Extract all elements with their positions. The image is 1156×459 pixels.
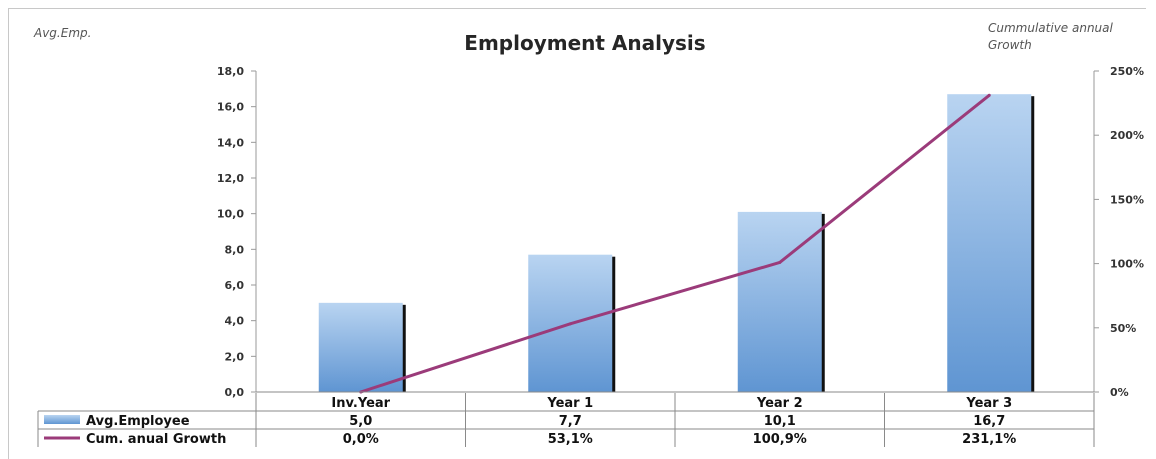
- right-tick-label: 0%: [1110, 386, 1129, 399]
- right-axis-title-line1: Cummulative annual: [988, 21, 1114, 35]
- left-tick-label: 6,0: [225, 279, 245, 292]
- category-label: Year 1: [546, 396, 593, 411]
- table-cell-cum-growth: 100,9%: [753, 432, 807, 447]
- bar-avg-employee: [947, 94, 1032, 392]
- left-tick-label: 14,0: [217, 136, 244, 149]
- left-tick-label: 12,0: [217, 172, 244, 185]
- data-table: Inv.Year Year 1 Year 2 Year 3 Avg.Employee 5,…: [37, 393, 1095, 447]
- left-tick-label: 4,0: [225, 315, 245, 328]
- plot-area: 0,0 2,0 4,0 6,0 8,0 10,0 12,0 14,0 16,0 18,0 0% 50%…: [217, 65, 1144, 399]
- right-tick-label: 150%: [1110, 193, 1144, 206]
- chart-frame: [8, 8, 1146, 459]
- chart-title: Employment Analysis: [464, 31, 705, 55]
- table-cell-cum-growth: 231,1%: [962, 432, 1016, 447]
- table-cell-cum-growth: 53,1%: [548, 432, 593, 447]
- left-tick-label: 0,0: [225, 386, 245, 399]
- table-cell-avg-employee: 10,1: [764, 414, 796, 429]
- left-tick-label: 18,0: [217, 65, 244, 78]
- point-cum-growth: [987, 93, 991, 97]
- category-label: Inv.Year: [331, 396, 390, 411]
- table-cell-avg-employee: 5,0: [349, 414, 372, 429]
- left-tick-label: 2,0: [225, 350, 245, 363]
- category-label: Year 3: [965, 396, 1012, 411]
- line-cum-growth: [360, 94, 991, 394]
- table-cell-avg-employee: 16,7: [973, 414, 1005, 429]
- right-tick-label: 200%: [1110, 129, 1144, 142]
- left-tick-label: 10,0: [217, 208, 244, 221]
- category-label: Year 2: [756, 396, 803, 411]
- right-tick-label: 50%: [1110, 322, 1136, 335]
- right-tick-label: 250%: [1110, 65, 1144, 78]
- table-cell-cum-growth: 0,0%: [343, 432, 379, 447]
- left-tick-label: 8,0: [225, 243, 245, 256]
- point-cum-growth: [568, 322, 572, 326]
- bar-avg-employee: [318, 302, 403, 392]
- right-tick-label: 100%: [1110, 258, 1144, 271]
- left-tick-label: 16,0: [217, 101, 244, 114]
- legend-bar-swatch: [44, 415, 80, 424]
- right-axis-title-line2: Growth: [988, 38, 1032, 52]
- legend-avg-employee: Avg.Employee: [86, 414, 190, 429]
- left-axis-title: Avg.Emp.: [33, 26, 91, 40]
- table-cell-avg-employee: 7,7: [559, 414, 582, 429]
- point-cum-growth: [778, 260, 782, 264]
- legend-cum-growth: Cum. anual Growth: [86, 432, 226, 447]
